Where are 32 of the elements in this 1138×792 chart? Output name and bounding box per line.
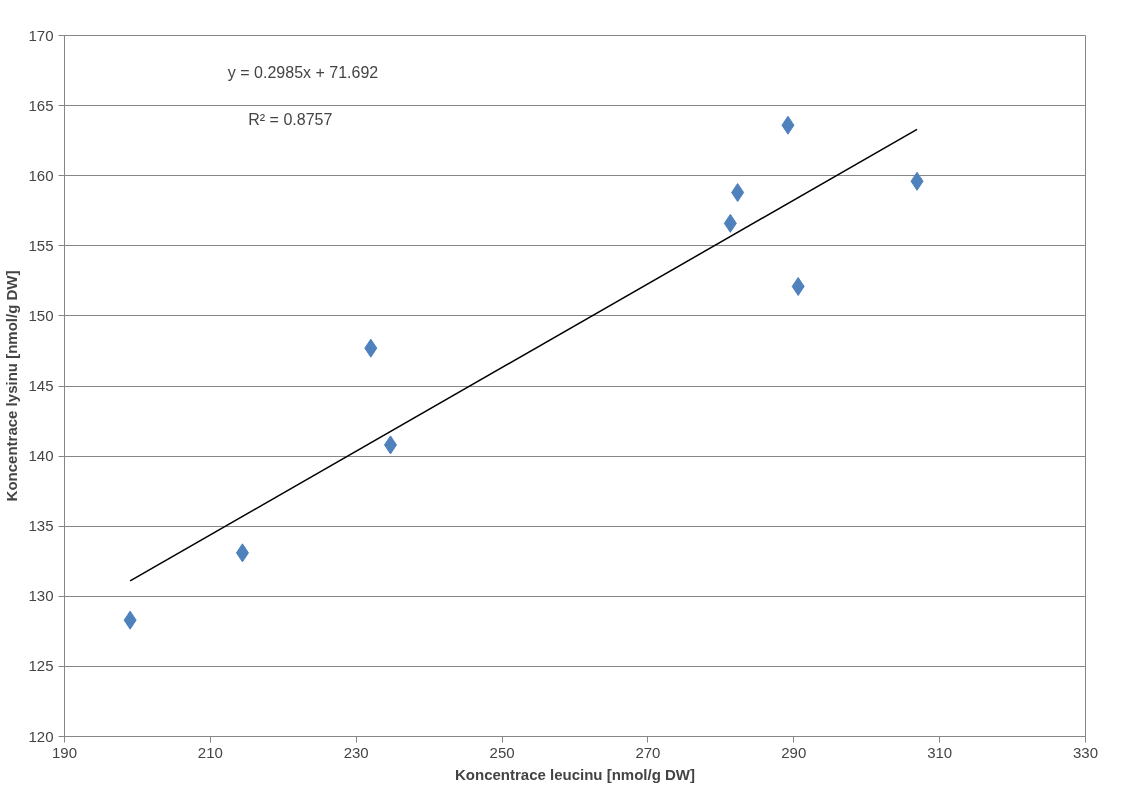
point bbox=[791, 276, 805, 296]
y-tick-label: 140 bbox=[28, 447, 54, 465]
y-tick-label: 125 bbox=[28, 657, 54, 675]
point bbox=[723, 213, 737, 233]
point bbox=[910, 171, 924, 191]
annotation: y = 0.2985x + 71.692 bbox=[227, 64, 379, 82]
point bbox=[731, 183, 745, 203]
y-tick-label: 120 bbox=[28, 727, 54, 745]
x-tick-label: 290 bbox=[781, 743, 807, 761]
point bbox=[781, 115, 795, 135]
x-tick-label: 270 bbox=[635, 743, 661, 761]
x-tick-label: 210 bbox=[197, 743, 223, 761]
annotation: R² = 0.8757 bbox=[248, 111, 333, 129]
y-tick-label: 130 bbox=[28, 587, 54, 605]
x-axis-title: Koncentrace leucinu [nmol/g DW] bbox=[454, 765, 696, 783]
point bbox=[383, 435, 397, 455]
y-tick-label: 165 bbox=[28, 96, 54, 114]
point bbox=[123, 610, 137, 630]
x-tick-label: 250 bbox=[489, 743, 515, 761]
y-tick-label: 170 bbox=[28, 26, 54, 44]
y-tick-label: 155 bbox=[28, 236, 54, 254]
y-axis-title: Koncentrace lysinu [nmol/g DW] bbox=[3, 270, 21, 502]
y-tick-label: 150 bbox=[28, 306, 54, 324]
x-tick-label: 190 bbox=[51, 743, 78, 761]
y-tick-label: 135 bbox=[28, 517, 54, 535]
point bbox=[364, 338, 378, 358]
y-tick-label: 145 bbox=[28, 377, 54, 394]
y-tick-label: 160 bbox=[28, 166, 54, 184]
x-tick-label: 330 bbox=[1072, 743, 1099, 761]
x-tick-label: 310 bbox=[927, 743, 953, 761]
point bbox=[235, 543, 249, 563]
x-tick-label: 230 bbox=[343, 743, 369, 761]
